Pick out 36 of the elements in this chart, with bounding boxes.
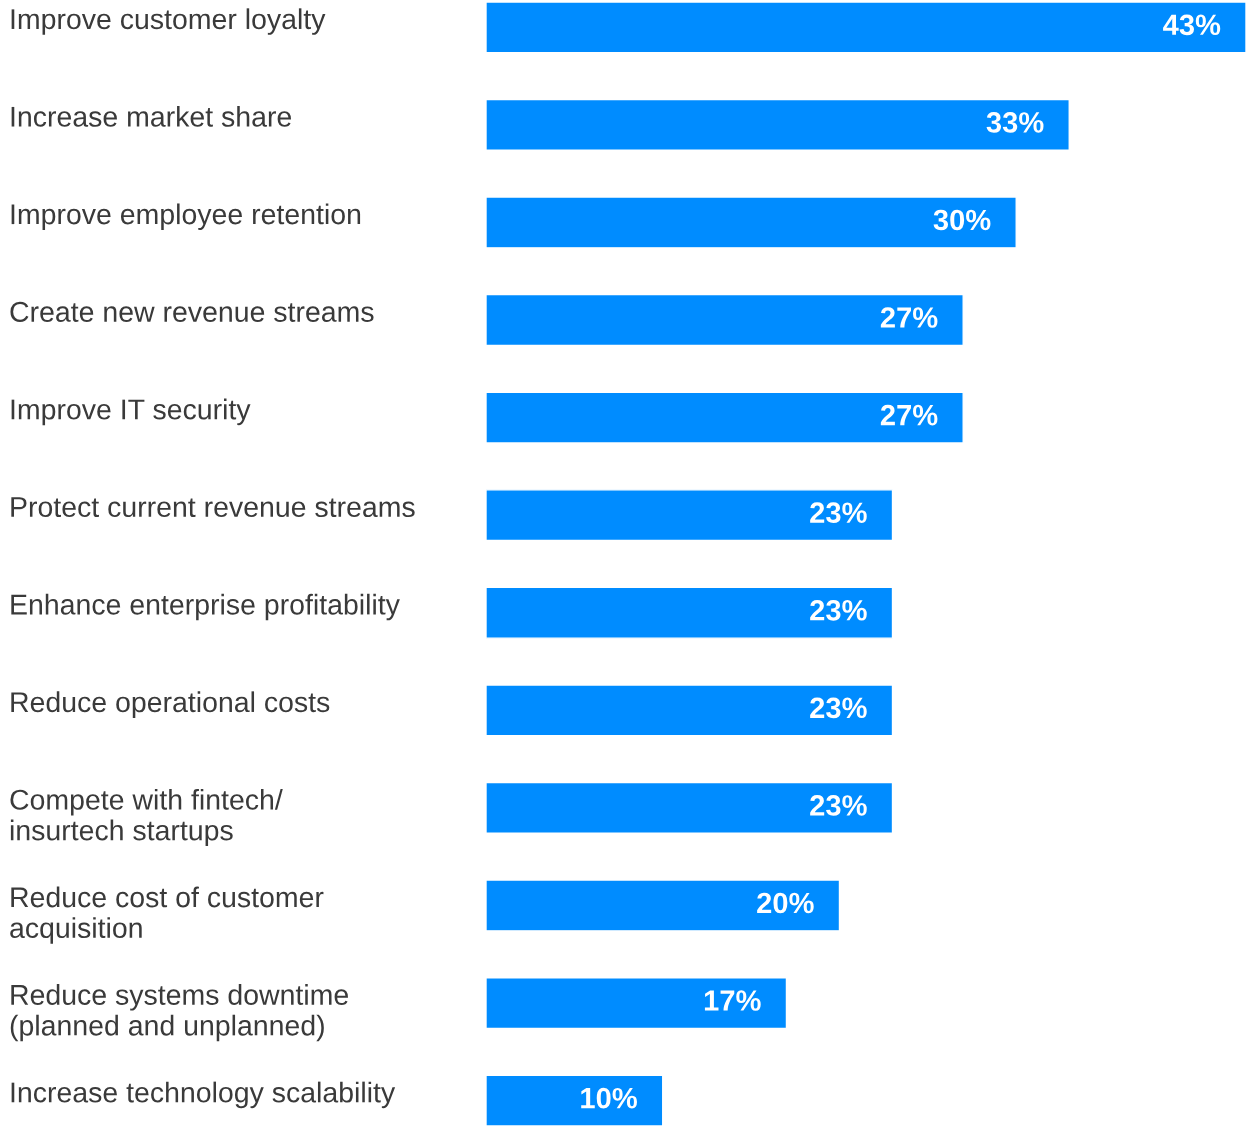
data-label: 20% [757, 892, 814, 914]
bar [486, 976, 788, 1030]
y-tick-label: Enhance enterprise profitability [11, 593, 400, 621]
bar [486, 879, 841, 932]
data-label: 10% [581, 1087, 637, 1109]
bar [486, 684, 894, 737]
data-label: 17% [704, 990, 761, 1011]
bar [486, 1, 1246, 54]
data-label: 23% [810, 599, 867, 621]
y-tick-label: Increase technology scalability [11, 1081, 396, 1109]
bar [486, 586, 894, 639]
bar [486, 98, 1070, 151]
bar [486, 781, 894, 834]
data-label: 33% [986, 112, 1044, 133]
bar [486, 196, 1017, 249]
y-tick-label: Improve employee retention [11, 203, 361, 231]
data-label: 30% [933, 209, 991, 231]
bar [486, 391, 964, 444]
data-label: 27% [880, 404, 938, 426]
data-label: 23% [810, 697, 867, 719]
data-label: 23% [810, 502, 867, 524]
bar [486, 489, 894, 542]
y-tick-label: Compete with fintech/ insurtech startups [10, 788, 283, 847]
y-tick-label: Increase market share [11, 105, 291, 127]
bar [486, 293, 964, 347]
y-tick-label: Protect current revenue streams [11, 497, 415, 518]
y-tick-label: Reduce cost of customer acquisition [10, 886, 324, 944]
y-tick-label: Reduce operational costs [11, 691, 330, 718]
y-tick-label: Improve IT security [11, 398, 251, 426]
data-label: 23% [810, 795, 867, 816]
y-tick-label: Create new revenue streams [10, 301, 374, 322]
y-tick-label: Improve customer loyalty [11, 8, 326, 35]
data-label: 43% [1163, 14, 1221, 36]
data-label: 27% [880, 307, 938, 328]
bar [486, 1074, 664, 1126]
y-tick-label: Reduce systems downtime (planned and unplanned) [10, 984, 348, 1042]
